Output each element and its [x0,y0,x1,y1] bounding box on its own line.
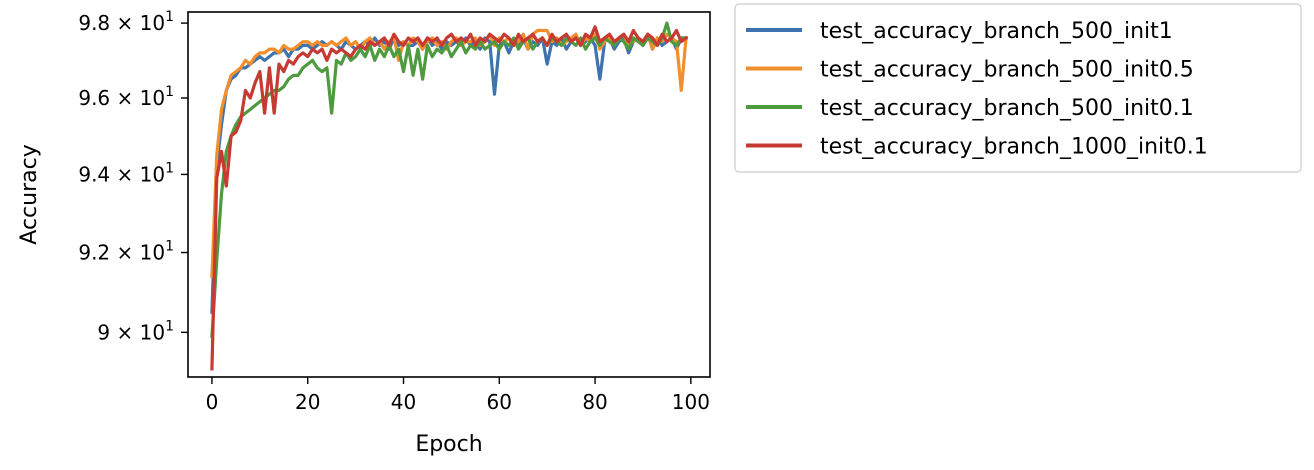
legend-box [734,3,1302,173]
y-axis-title: Accuracy [17,144,42,244]
x-tick-label: 80 [582,390,607,414]
y-tick-label: 9.2 × 101 [78,239,174,265]
y-tick-label: 9.6 × 101 [78,84,174,110]
series-line-3 [210,21,688,339]
x-axis-title: Epoch [415,432,482,457]
x-tick-label: 100 [672,390,710,414]
x-tick-label: 40 [391,390,416,414]
x-axis: 0 20 40 60 80 100 [206,377,710,414]
legend-label-1: test_accuracy_branch_500_init1 [820,19,1173,44]
y-tick-label: 9 × 101 [97,318,174,344]
x-tick-label: 20 [295,390,320,414]
legend-label-4: test_accuracy_branch_1000_init0.1 [820,135,1208,160]
x-tick-label: 0 [206,390,219,414]
y-axis: 9 × 101 9.2 × 101 9.4 × 101 9.6 × 101 9.8 × … [78,9,188,344]
plot-frame [187,11,711,378]
y-tick-label: 9.8 × 101 [78,9,174,35]
legend-label-2: test_accuracy_branch_500_init0.5 [820,58,1194,83]
y-tick-label: 9.4 × 101 [78,160,174,186]
series-line-4 [210,25,689,371]
x-tick-label: 60 [487,390,512,414]
series-layer [210,21,689,371]
legend-label-3: test_accuracy_branch_500_init0.1 [820,96,1194,121]
legend: test_accuracy_branch_500_init1 test_accur… [734,3,1302,173]
